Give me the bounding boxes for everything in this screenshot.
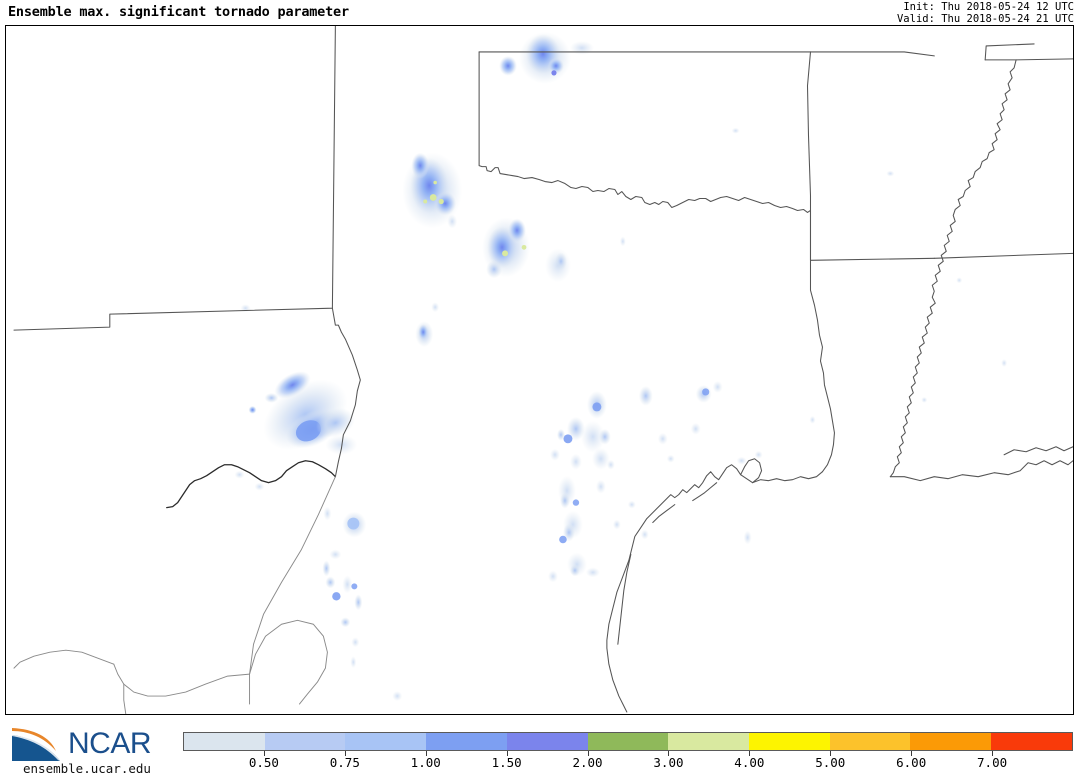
border-tennessee-top: [984, 43, 1035, 61]
border-mexico-state-4: [249, 619, 328, 705]
colorbar-tick: [506, 751, 508, 756]
colorbar-tick: [587, 751, 589, 756]
colorbar-band: [184, 733, 265, 750]
border-mexico-state-2: [113, 663, 251, 697]
shading-blob-kansas: [499, 31, 594, 84]
colorbar-tick-label: 1.50: [491, 755, 522, 770]
border-tennessee-mississippi: [984, 58, 1073, 61]
colorbar-ticks: [183, 751, 1073, 756]
header-bar: Ensemble max. significant tornado parame…: [0, 0, 1080, 26]
border-mississippi-river: [889, 59, 1017, 478]
timestamp-block: Init: Thu 2018-05-24 12 UTC Valid: Thu 2…: [897, 1, 1074, 25]
colorbar-tick: [830, 751, 832, 756]
coastline-louisiana: [889, 460, 1073, 482]
colorbar-tick: [344, 751, 346, 756]
map-canvas: [13, 26, 1073, 714]
ncar-logo: NCAR ensemble.ucar.edu: [4, 725, 176, 777]
colorbar-tick: [425, 751, 427, 756]
colorbar-band: [426, 733, 507, 750]
shading-blob-panhandle: [402, 152, 463, 229]
border-kansas-missouri: [809, 51, 935, 57]
colorbar-tick: [992, 751, 994, 756]
island-galveston: [692, 482, 718, 502]
colorbar-tick-label: 4.00: [734, 755, 765, 770]
island-matagorda: [652, 504, 676, 524]
shading-cluster-central-texas: [547, 380, 763, 583]
map-plot-area: [5, 25, 1074, 715]
colorbar-legend: 0.50 0.75 1.00 1.50 2.00 3.00 4.00 5.00 6.00 7.00: [0, 716, 1080, 781]
init-time-label: Init: Thu 2018-05-24 12 UTC: [903, 1, 1074, 13]
border-colorado-newmexico: [13, 26, 336, 331]
colorbar-tick-label: 0.50: [248, 755, 279, 770]
border-mexico-state-5: [123, 683, 127, 714]
colorbar-tick-label: 2.00: [572, 755, 603, 770]
colorbar-tick: [263, 751, 265, 756]
colorbar-band: [829, 733, 911, 750]
colorbar-tick: [668, 751, 670, 756]
colorbar-tick-labels: 0.50 0.75 1.00 1.50 2.00 3.00 4.00 5.00 6.00 7.00: [183, 755, 1073, 775]
colorbar-tick-label: 6.00: [896, 755, 927, 770]
colorbar-tick: [911, 751, 913, 756]
colorbar-band: [264, 733, 346, 750]
colorbar-band: [506, 733, 588, 750]
colorbar-tick-label: 0.75: [329, 755, 360, 770]
border-mexico-state-1: [249, 476, 336, 705]
colorbar-tick-label: 3.00: [653, 755, 684, 770]
colorbar-band: [991, 733, 1072, 750]
boundaries-mexico-states: [13, 476, 336, 714]
coastline-texas-gulf: [606, 464, 823, 713]
ncar-wordmark: NCAR: [68, 727, 152, 760]
border-arkansas-louisiana: [933, 252, 1073, 259]
colorbar-tick: [749, 751, 751, 756]
colorbar-band: [345, 733, 427, 750]
colorbar-tick-label: 5.00: [815, 755, 846, 770]
border-oklahoma-arkansas: [806, 51, 935, 261]
colorbar-tick-label: 7.00: [977, 755, 1008, 770]
colorbar-band: [587, 733, 669, 750]
colorbar-band: [910, 733, 992, 750]
colorbar-gradient[interactable]: [183, 732, 1073, 751]
page-title: Ensemble max. significant tornado parame…: [8, 4, 349, 20]
shading-blob-west-texas-streak: [248, 371, 358, 455]
border-rio-grande: [166, 460, 337, 509]
border-texas-panhandle-west: [478, 51, 812, 261]
coastline-louisiana-delta: [1003, 446, 1073, 456]
parameter-shading-layer: [234, 31, 1008, 702]
shading-faint-specks: [240, 127, 1008, 545]
shading-blob-isolated-mid: [415, 302, 440, 348]
border-newmexico-texas: [331, 307, 361, 478]
ncar-swoosh-icon: [12, 728, 60, 761]
border-mexico-state-3: [13, 649, 115, 669]
ncar-url-label: ensemble.ucar.edu: [23, 761, 151, 776]
colorbar-band: [749, 733, 830, 750]
shading-cluster-southwest-texas: [234, 470, 403, 702]
island-padre: [617, 553, 632, 645]
valid-time-label: Valid: Thu 2018-05-24 21 UTC: [896, 13, 1074, 25]
colorbar-band: [668, 733, 750, 750]
colorbar-tick-label: 1.00: [410, 755, 441, 770]
border-texas-louisiana: [809, 259, 835, 473]
bay-galveston: [740, 458, 763, 484]
shading-blob-west-oklahoma: [482, 217, 571, 283]
political-boundaries-layer: [13, 26, 1073, 714]
